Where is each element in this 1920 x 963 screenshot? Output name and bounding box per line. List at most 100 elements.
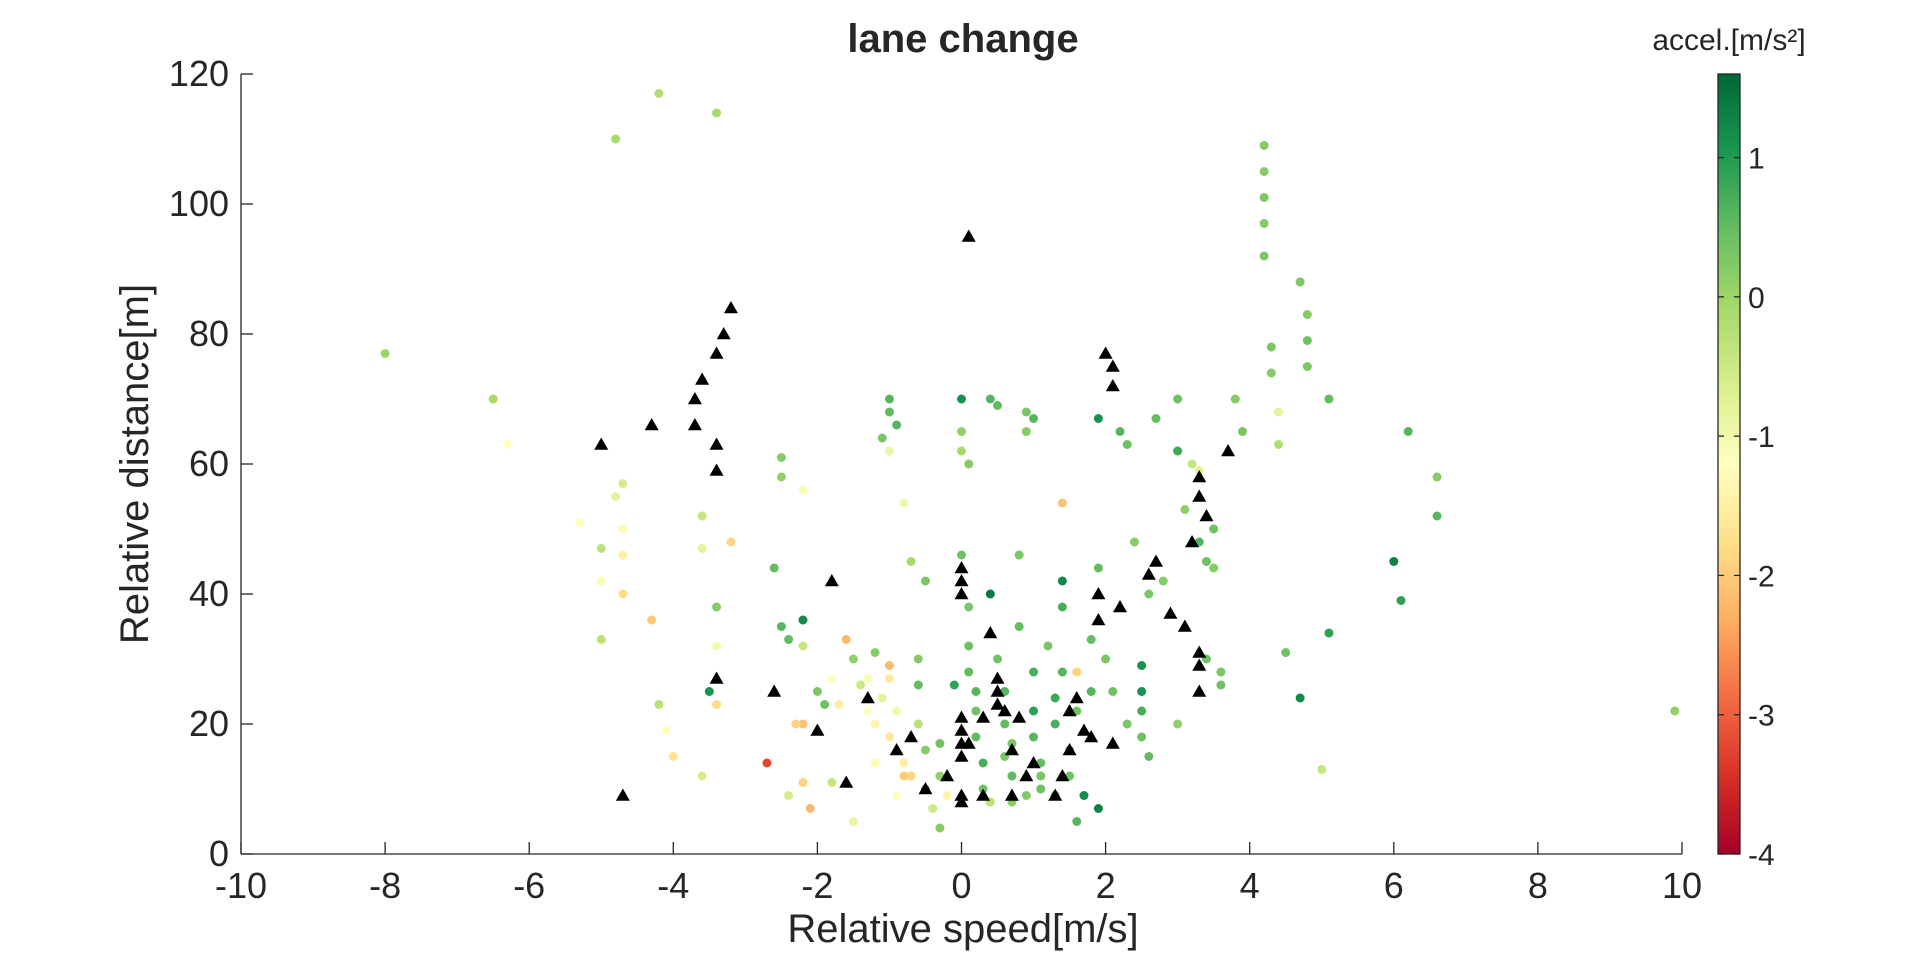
scatter-dot — [1129, 537, 1139, 547]
scatter-dot — [1007, 771, 1017, 781]
scatter-dot — [704, 687, 714, 696]
scatter-dot — [949, 680, 959, 690]
scatter-dot — [1057, 576, 1067, 586]
triangle-marker — [1192, 470, 1207, 483]
scatter-dot — [712, 641, 722, 651]
scatter-dot — [870, 758, 880, 768]
scatter-dot — [712, 602, 722, 612]
scatter-dot — [1324, 394, 1334, 404]
scatter-dot — [971, 706, 981, 716]
triangle-marker — [1091, 613, 1106, 626]
scatter-dot — [1237, 427, 1247, 436]
colorbar-tick-label: -2 — [1748, 560, 1775, 593]
triangle-marker — [954, 723, 969, 736]
triangle-marker — [767, 684, 782, 697]
triangle-marker — [1192, 658, 1207, 671]
triangle-marker — [961, 736, 976, 749]
scatter-dot — [596, 544, 606, 553]
x-tick-label: -4 — [657, 865, 689, 906]
scatter-dot — [596, 635, 606, 644]
y-tick-label: 60 — [189, 443, 229, 484]
scatter-dot — [985, 589, 995, 599]
scatter-dot — [1021, 791, 1031, 800]
colorbar-title: accel.[m/s²] — [1652, 24, 1805, 57]
scatter-dot — [863, 706, 873, 716]
scatter-dot — [892, 791, 902, 800]
triangle-marker — [1004, 788, 1019, 801]
scatter-dot — [1137, 687, 1147, 696]
scatter-dot — [647, 615, 657, 625]
scatter-dot — [812, 687, 822, 696]
x-tick-label: -2 — [801, 865, 833, 906]
triangle-marker — [954, 710, 969, 723]
scatter-dot — [488, 394, 498, 404]
x-tick-label: 4 — [1240, 865, 1260, 906]
scatter-dot — [935, 823, 945, 833]
x-tick-label: 0 — [951, 865, 971, 906]
scatter-dot — [884, 674, 894, 683]
scatter-dot — [1144, 752, 1154, 761]
scatter-dot — [877, 433, 887, 443]
y-ticks: 0 20 40 60 80 100 120 — [169, 53, 253, 874]
triangle-marker — [976, 710, 991, 723]
x-tick-label: 6 — [1384, 865, 1404, 906]
colorbar-tick-label: 1 — [1748, 143, 1765, 176]
colorbar-tick-label: 0 — [1748, 282, 1765, 315]
scatter-dot — [957, 550, 966, 560]
x-axis-title: Relative speed[m/s] — [787, 907, 1138, 951]
triangle-marker — [687, 418, 702, 431]
triangle-marker — [1105, 379, 1120, 392]
triangle-markers-series — [594, 229, 1236, 808]
triangle-marker — [1026, 756, 1041, 769]
scatter-dot — [1043, 641, 1053, 651]
scatter-dot — [848, 817, 858, 826]
scatter-dot — [611, 492, 621, 501]
triangle-marker — [1113, 600, 1128, 613]
scatter-dot — [1029, 706, 1039, 716]
scatter-dot — [618, 589, 628, 599]
scatter-dot — [985, 394, 995, 404]
triangle-marker — [954, 788, 969, 801]
triangle-marker — [904, 730, 919, 743]
triangle-marker — [709, 437, 724, 450]
scatter-dot — [1216, 667, 1226, 677]
y-tick-label: 0 — [209, 833, 229, 874]
scatter-dot — [798, 485, 808, 495]
scatter-dot — [784, 791, 794, 800]
scatter-dot — [618, 524, 628, 534]
scatter-dot — [1216, 680, 1226, 690]
scatter-dot — [957, 394, 966, 404]
scatter-dot — [798, 641, 808, 651]
scatter-dot — [1302, 362, 1312, 371]
triangle-marker — [983, 626, 998, 639]
scatter-dot — [1079, 791, 1089, 800]
scatter-dot — [884, 661, 894, 670]
scatter-dot — [1274, 440, 1284, 449]
triangle-marker — [1105, 359, 1120, 372]
scatter-dot — [618, 550, 628, 560]
scatter-dot — [1259, 219, 1269, 228]
scatter-dot — [942, 791, 952, 800]
triangle-marker — [1062, 704, 1077, 717]
scatter-dot — [1036, 771, 1046, 781]
scatter-dot — [798, 778, 808, 787]
triangle-marker — [839, 775, 854, 788]
scatter-dot — [1050, 693, 1060, 703]
scatter-dot — [1259, 141, 1269, 150]
scatter-dot — [899, 498, 909, 508]
scatter-dot — [776, 453, 786, 462]
scatter-dot — [1137, 661, 1147, 670]
colorbar-gradient — [1717, 73, 1741, 855]
colorbar-ticks: 1 0 -1 -2 -3 -4 — [1718, 143, 1775, 872]
triangle-marker — [594, 437, 609, 450]
triangle-marker — [990, 684, 1005, 697]
triangle-marker — [709, 346, 724, 359]
scatter-dot — [1014, 622, 1024, 631]
scatter-dot — [841, 635, 851, 644]
scatter-dot — [697, 544, 707, 553]
triangle-marker — [1177, 619, 1192, 632]
scatter-dot — [856, 680, 866, 690]
scatter-dot — [380, 349, 390, 358]
scatter-dot — [1173, 394, 1183, 404]
scatter-dot — [654, 89, 664, 98]
